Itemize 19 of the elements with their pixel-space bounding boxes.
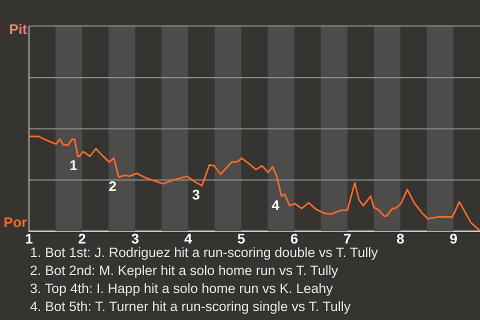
text: 1. Bot 1st: J. Rodriguez hit a run-scoring double vs T. Tully (30, 244, 378, 262)
text: 2. Bot 2nd: M. Kepler hit a solo home run vs T. Tully (30, 262, 340, 280)
x-tick-label: 5 (237, 230, 246, 246)
x-tick-label: 1 (25, 230, 34, 246)
text: Pit (9, 20, 28, 37)
annotation: 1 (70, 157, 78, 174)
annotation: 3 (192, 186, 200, 203)
annotation: 2 (108, 178, 117, 194)
annotation: 4 (272, 196, 280, 213)
x-tick-label: 6 (290, 230, 298, 246)
x-tick-label: 2 (78, 230, 86, 246)
x-tick-label: 7 (343, 230, 352, 246)
text: 4. Bot 5th: T. Turner hit a run-scoring single vs T. Tully (30, 298, 352, 316)
x-tick-label: 3 (131, 230, 140, 246)
text: 3. Top 4th: I. Happ hit a solo home run vs K. Leahy (30, 280, 334, 298)
x-tick-label: 8 (396, 230, 405, 246)
x-tick-label: 4 (184, 230, 192, 246)
text: Por (4, 214, 28, 230)
x-tick-label: 9 (450, 230, 458, 246)
